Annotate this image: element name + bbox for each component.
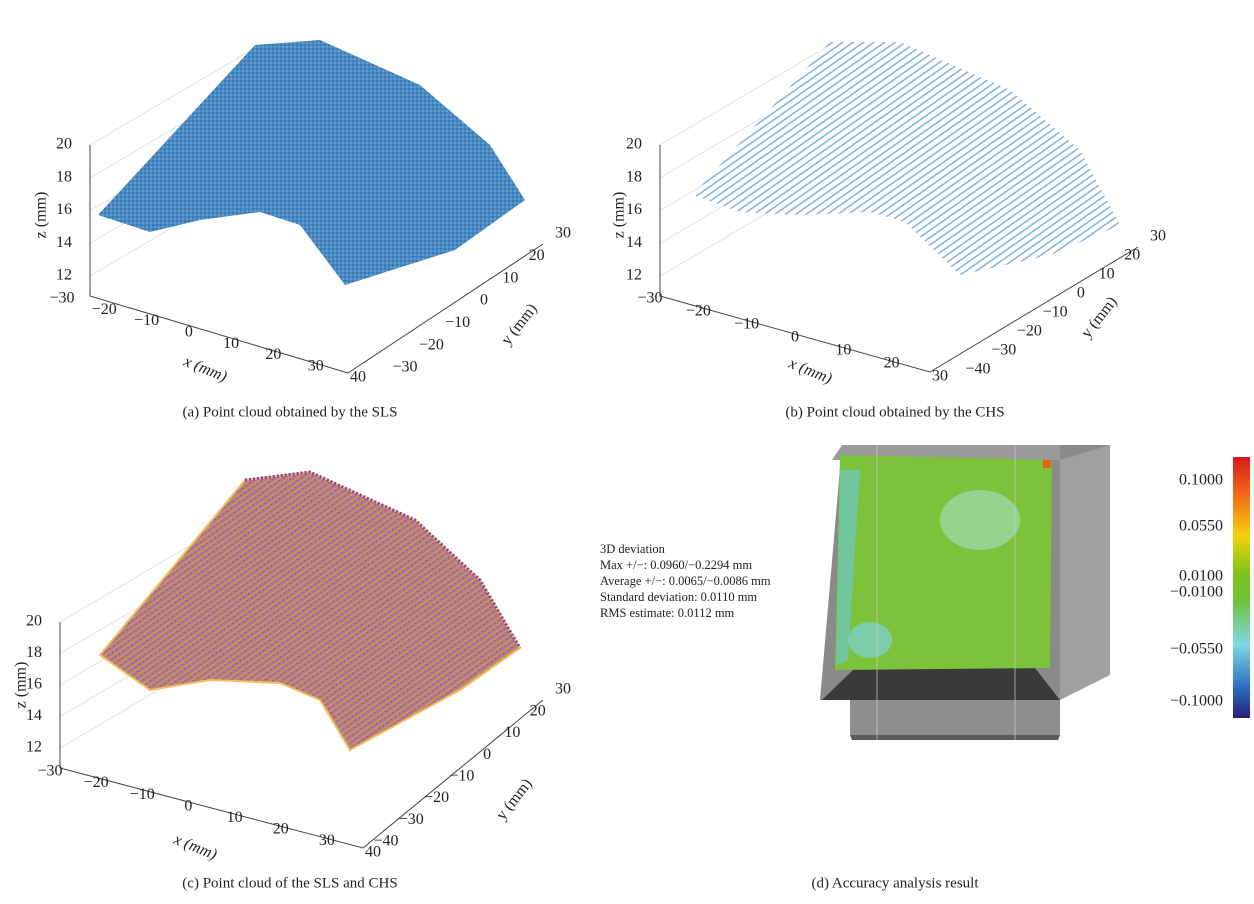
y-tick-label: −40 bbox=[373, 833, 398, 850]
y-tick-label: 30 bbox=[1150, 228, 1166, 245]
x-tick-label: −10 bbox=[734, 316, 759, 333]
z-tick-label: 18 bbox=[626, 168, 642, 185]
caption: (a) Point cloud obtained by the SLS bbox=[183, 404, 398, 420]
x-tick-label: −20 bbox=[686, 303, 711, 320]
z-tick-label: 18 bbox=[26, 644, 42, 661]
stat-line: Average +/−: 0.0065/−0.0086 mm bbox=[600, 574, 771, 588]
x-axis-label: x (mm) bbox=[170, 831, 219, 864]
z-tick-label: 12 bbox=[626, 267, 642, 284]
x-tick-label: 30 bbox=[932, 368, 948, 385]
y-tick-label: −40 bbox=[965, 361, 990, 378]
y-axis-label: y (mm) bbox=[493, 776, 536, 824]
z-axis-label: z (mm) bbox=[33, 192, 50, 239]
x-axis-label: x (mm) bbox=[180, 353, 229, 386]
y-tick-label: −10 bbox=[1043, 304, 1068, 321]
y-tick-label: 10 bbox=[504, 724, 520, 741]
z-tick-label: 20 bbox=[626, 136, 642, 153]
y-tick-label: −30 bbox=[991, 342, 1016, 359]
y-tick-label: −10 bbox=[445, 314, 470, 331]
y-tick-label: −30 bbox=[392, 359, 417, 376]
point-cloud bbox=[98, 40, 525, 285]
y-tick-label: −20 bbox=[419, 336, 444, 353]
z-tick-label: 20 bbox=[26, 613, 42, 630]
stat-line: Max +/−: 0.0960/−0.2294 mm bbox=[600, 558, 752, 572]
y-tick-label: 10 bbox=[502, 269, 518, 286]
z-axis-label: z (mm) bbox=[611, 192, 628, 239]
y-axis-label: y (mm) bbox=[498, 301, 541, 349]
y-tick-label: −10 bbox=[449, 768, 474, 785]
x-tick-label: 0 bbox=[184, 797, 192, 814]
x-tick-label: 20 bbox=[265, 346, 281, 363]
y-tick-label: 30 bbox=[555, 225, 571, 242]
x-tick-label: −30 bbox=[637, 290, 662, 307]
colorbar-tick-label: −0.1000 bbox=[1170, 693, 1223, 710]
x-tick-label: 10 bbox=[227, 809, 243, 826]
colorbar-tick-label: −0.0100 bbox=[1170, 584, 1223, 601]
y-tick-label: −30 bbox=[399, 811, 424, 828]
x-tick-label: −20 bbox=[92, 301, 117, 318]
z-tick-label: 12 bbox=[56, 267, 72, 284]
z-tick-label: 14 bbox=[626, 234, 642, 251]
y-tick-label: 20 bbox=[529, 247, 545, 264]
x-tick-label: −20 bbox=[84, 774, 109, 791]
stat-line: 3D deviation bbox=[600, 542, 666, 556]
y-tick-label: 20 bbox=[1124, 247, 1140, 264]
plot-3d: 2018161412−30−20−100102030403020100−10−2… bbox=[13, 472, 571, 891]
z-tick-label: 20 bbox=[56, 136, 72, 153]
colorbar-tick-label: 0.1000 bbox=[1179, 472, 1223, 489]
y-tick-label: 10 bbox=[1099, 266, 1115, 283]
z-tick-label: 14 bbox=[56, 234, 72, 251]
stat-line: RMS estimate: 0.0112 mm bbox=[600, 606, 735, 620]
z-tick-label: 16 bbox=[626, 201, 642, 218]
point-cloud bbox=[100, 472, 520, 750]
y-tick-label: 0 bbox=[483, 746, 491, 763]
x-tick-label: 0 bbox=[185, 324, 193, 341]
y-tick-label: −20 bbox=[1017, 323, 1042, 340]
x-tick-label: −30 bbox=[37, 763, 62, 780]
x-axis-label: x (mm) bbox=[785, 355, 834, 388]
colorbar-tick-label: 0.0550 bbox=[1179, 518, 1223, 535]
z-tick-label: 16 bbox=[56, 201, 72, 218]
plot-3d: 2018161412−30−20−1001020303020100−10−20−… bbox=[611, 42, 1166, 420]
z-tick-label: 12 bbox=[26, 739, 42, 756]
z-axis-label: z (mm) bbox=[13, 662, 30, 709]
y-tick-label: −20 bbox=[424, 789, 449, 806]
plot-3d: 2018161412−30−20−100102030403020100−10−2… bbox=[33, 40, 571, 420]
caption: (c) Point cloud of the SLS and CHS bbox=[182, 875, 397, 891]
x-tick-label: −10 bbox=[130, 786, 155, 803]
point-cloud bbox=[693, 42, 1120, 275]
x-tick-label: 20 bbox=[884, 355, 900, 372]
y-tick-label: 0 bbox=[1077, 285, 1085, 302]
x-tick-label: 40 bbox=[350, 369, 366, 386]
y-tick-label: 20 bbox=[530, 702, 546, 719]
x-tick-label: 20 bbox=[273, 821, 289, 838]
x-tick-label: 10 bbox=[835, 342, 851, 359]
z-tick-label: 18 bbox=[56, 168, 72, 185]
y-tick-label: 30 bbox=[555, 681, 571, 698]
colorbar-tick-label: 0.0100 bbox=[1179, 568, 1223, 585]
x-tick-label: −30 bbox=[49, 290, 74, 307]
x-tick-label: 30 bbox=[319, 832, 335, 849]
figure: 2018161412−30−20−100102030403020100−10−2… bbox=[0, 0, 1254, 904]
colorbar-tick-label: −0.0550 bbox=[1170, 641, 1223, 658]
caption: (b) Point cloud obtained by the CHS bbox=[785, 404, 1004, 420]
x-tick-label: 10 bbox=[223, 335, 239, 352]
caption: (d) Accuracy analysis result bbox=[811, 875, 979, 891]
x-tick-label: −10 bbox=[134, 312, 159, 329]
z-tick-label: 14 bbox=[26, 707, 42, 724]
stat-line: Standard deviation: 0.0110 mm bbox=[600, 590, 757, 604]
y-tick-label: 0 bbox=[480, 292, 488, 309]
x-tick-label: 30 bbox=[308, 357, 324, 374]
x-tick-label: 0 bbox=[791, 329, 799, 346]
